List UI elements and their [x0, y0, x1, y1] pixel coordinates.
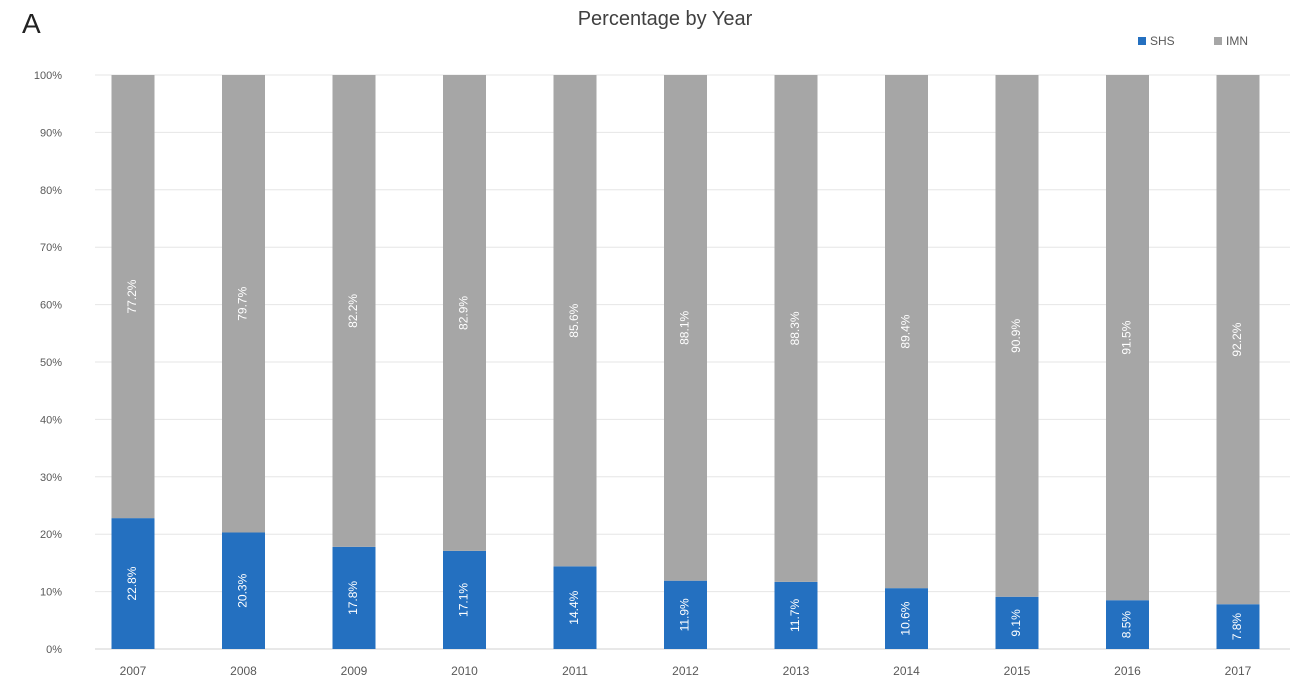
bar-shs	[443, 550, 486, 649]
bar-imn	[664, 75, 707, 581]
bar-imn	[995, 75, 1039, 597]
x-tick-label: 2016	[1114, 664, 1141, 678]
bar-shs	[222, 532, 265, 649]
legend-item-imn: IMN	[1214, 34, 1248, 48]
x-tick-label: 2014	[893, 664, 920, 678]
bar-shs	[111, 518, 155, 649]
data-label-shs: 9.1%	[1009, 609, 1023, 637]
bar-imn	[222, 75, 265, 533]
y-tick-label: 40%	[40, 414, 62, 426]
x-tick-label: 2012	[672, 664, 699, 678]
x-tick-label: 2017	[1225, 664, 1252, 678]
x-tick-label: 2010	[451, 664, 478, 678]
y-tick-label: 80%	[40, 185, 62, 197]
bar-imn	[443, 75, 486, 551]
bar-shs	[664, 580, 707, 649]
bar-shs	[1216, 604, 1260, 649]
x-tick-label: 2008	[230, 664, 257, 678]
data-label-imn: 85.6%	[567, 303, 581, 337]
data-label-imn: 82.9%	[457, 296, 471, 330]
bar-imn	[553, 75, 597, 567]
bar-shs	[553, 566, 597, 649]
y-tick-label: 90%	[40, 127, 62, 139]
y-tick-label: 50%	[40, 357, 62, 369]
legend-swatch-imn	[1214, 37, 1222, 45]
bar-imn	[1106, 75, 1149, 601]
data-label-imn: 88.1%	[678, 311, 692, 345]
data-label-imn: 88.3%	[788, 311, 802, 345]
x-tick-label: 2009	[341, 664, 368, 678]
bar-shs	[774, 581, 818, 649]
data-label-imn: 92.2%	[1230, 322, 1244, 356]
legend-label-imn: IMN	[1226, 34, 1248, 48]
data-label-shs: 14.4%	[567, 590, 581, 624]
data-label-shs: 8.5%	[1120, 611, 1134, 639]
bar-shs	[1106, 600, 1149, 649]
bar-imn	[111, 75, 155, 519]
data-label-shs: 17.8%	[346, 581, 360, 615]
x-tick-label: 2011	[562, 664, 588, 678]
data-label-imn: 82.2%	[346, 294, 360, 328]
legend-item-shs: SHS	[1138, 34, 1175, 48]
chart-title: Percentage by Year	[577, 8, 753, 30]
data-label-imn: 89.4%	[899, 314, 913, 348]
legend-swatch-shs	[1138, 37, 1146, 45]
data-label-shs: 10.6%	[899, 601, 913, 635]
bar-shs	[995, 596, 1039, 649]
data-label-imn: 91.5%	[1120, 320, 1134, 354]
data-label-shs: 7.8%	[1230, 613, 1244, 641]
bar-shs	[332, 546, 376, 649]
y-tick-label: 70%	[40, 242, 62, 254]
bar-imn	[885, 75, 928, 589]
data-label-shs: 20.3%	[236, 573, 250, 607]
data-label-shs: 11.9%	[678, 598, 692, 631]
y-tick-label: 10%	[40, 587, 62, 599]
y-tick-label: 60%	[40, 300, 62, 312]
bar-imn	[332, 75, 376, 547]
y-tick-label: 100%	[34, 70, 62, 82]
data-label-shs: 22.8%	[125, 566, 139, 600]
x-tick-label: 2013	[783, 664, 810, 678]
y-tick-label: 20%	[40, 529, 62, 541]
data-label-imn: 77.2%	[125, 279, 139, 313]
bar-imn	[1216, 75, 1260, 605]
x-tick-label: 2007	[120, 664, 147, 678]
data-label-imn: 90.9%	[1009, 319, 1023, 353]
y-tick-label: 30%	[40, 472, 62, 484]
legend-label-shs: SHS	[1150, 34, 1175, 48]
bar-shs	[885, 588, 928, 649]
data-label-shs: 11.7%	[788, 599, 802, 632]
x-tick-label: 2015	[1004, 664, 1031, 678]
bar-imn	[774, 75, 818, 582]
data-label-shs: 17.1%	[457, 583, 471, 617]
y-tick-label: 0%	[46, 644, 62, 656]
data-label-imn: 79.7%	[236, 286, 250, 320]
panel-label: A	[22, 8, 41, 39]
